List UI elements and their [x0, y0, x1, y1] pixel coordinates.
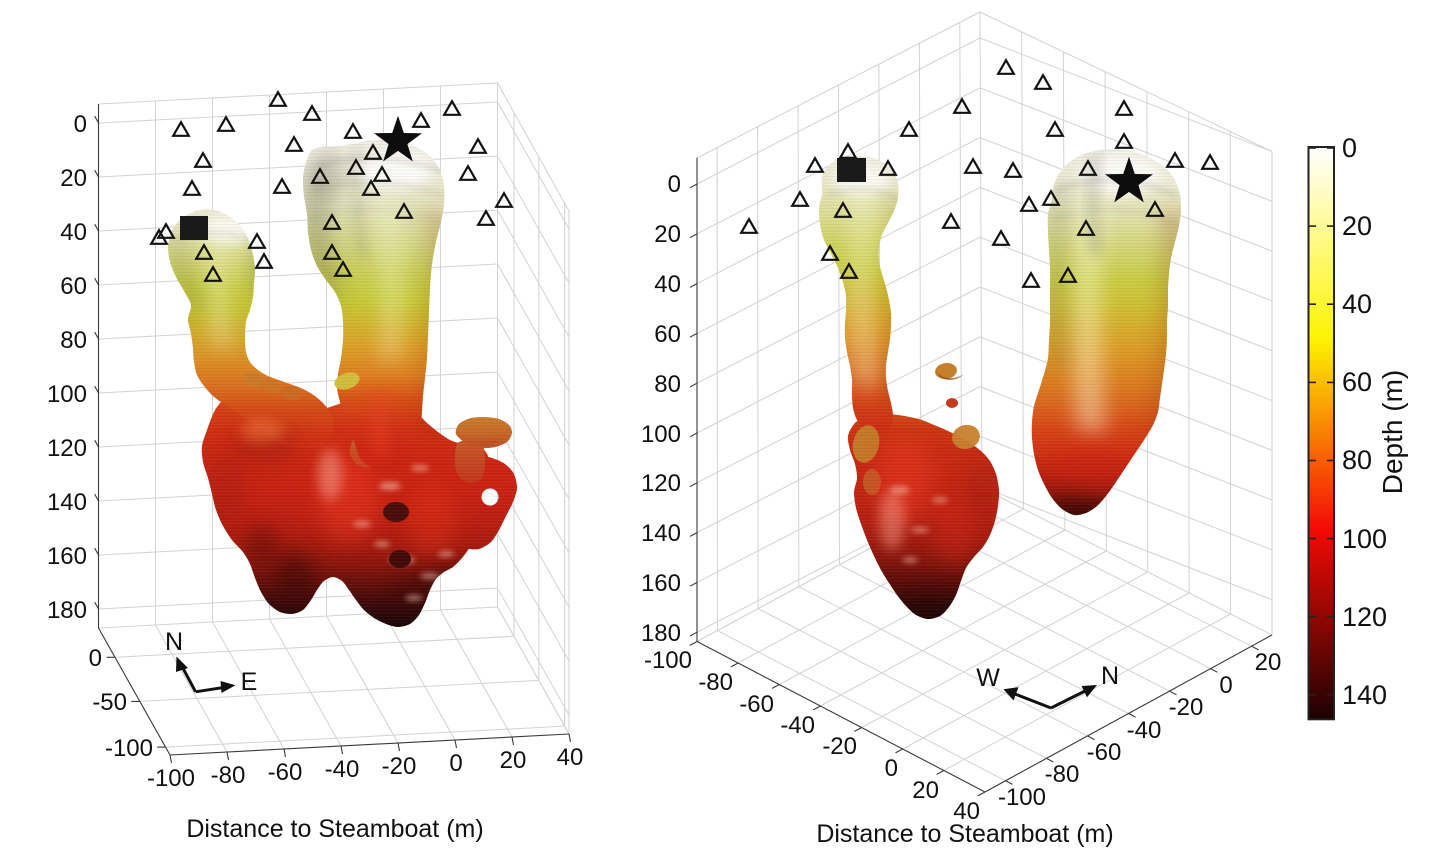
svg-text:60: 60	[60, 273, 87, 300]
svg-text:140: 140	[1342, 680, 1387, 710]
svg-text:80: 80	[654, 371, 681, 398]
svg-text:-80: -80	[1045, 761, 1080, 788]
svg-text:-100: -100	[998, 784, 1046, 811]
svg-text:40: 40	[654, 271, 681, 298]
svg-text:W: W	[976, 664, 1000, 692]
svg-text:-60: -60	[268, 759, 303, 786]
svg-text:40: 40	[953, 798, 980, 825]
svg-text:0: 0	[89, 645, 102, 672]
svg-text:140: 140	[641, 520, 681, 547]
svg-text:120: 120	[47, 435, 87, 462]
svg-text:20: 20	[1342, 211, 1372, 241]
svg-text:N: N	[1101, 662, 1119, 690]
svg-text:100: 100	[1342, 524, 1387, 554]
svg-text:-50: -50	[92, 689, 127, 716]
svg-text:40: 40	[60, 219, 87, 246]
svg-text:0: 0	[1342, 133, 1357, 163]
svg-text:Distance to Steamboat (m): Distance to Steamboat (m)	[816, 820, 1113, 848]
svg-text:20: 20	[1255, 649, 1282, 676]
svg-text:-80: -80	[211, 762, 246, 789]
svg-text:160: 160	[641, 570, 681, 597]
svg-text:80: 80	[60, 327, 87, 354]
svg-text:-60: -60	[1087, 739, 1122, 766]
svg-text:20: 20	[912, 777, 939, 804]
svg-text:120: 120	[1342, 602, 1387, 632]
svg-text:-40: -40	[780, 712, 815, 739]
svg-text:180: 180	[47, 597, 87, 624]
svg-text:-80: -80	[698, 669, 733, 696]
svg-text:80: 80	[1342, 445, 1372, 475]
svg-text:0: 0	[1219, 672, 1232, 699]
svg-text:60: 60	[654, 321, 681, 348]
svg-text:0: 0	[74, 111, 87, 138]
svg-text:-20: -20	[1169, 694, 1204, 721]
svg-text:40: 40	[557, 744, 584, 771]
svg-text:E: E	[241, 668, 258, 696]
svg-text:60: 60	[1342, 367, 1372, 397]
svg-text:N: N	[165, 628, 183, 656]
svg-text:20: 20	[500, 747, 527, 774]
svg-text:20: 20	[654, 221, 681, 248]
svg-text:0: 0	[668, 171, 681, 198]
svg-text:140: 140	[47, 489, 87, 516]
svg-text:-100: -100	[105, 735, 153, 762]
svg-text:100: 100	[641, 421, 681, 448]
svg-text:-20: -20	[382, 753, 417, 780]
svg-text:-100: -100	[644, 647, 692, 674]
svg-text:Depth (m): Depth (m)	[1377, 370, 1408, 494]
svg-text:180: 180	[641, 620, 681, 647]
svg-text:120: 120	[641, 470, 681, 497]
svg-text:-100: -100	[147, 765, 195, 792]
svg-text:100: 100	[47, 381, 87, 408]
svg-text:-20: -20	[822, 733, 857, 760]
svg-text:-40: -40	[325, 756, 360, 783]
svg-text:0: 0	[449, 750, 462, 777]
svg-text:20: 20	[60, 165, 87, 192]
svg-text:40: 40	[1342, 289, 1372, 319]
svg-text:Distance to Steamboat (m): Distance to Steamboat (m)	[186, 815, 483, 843]
svg-text:-60: -60	[739, 691, 774, 718]
svg-text:0: 0	[885, 755, 898, 782]
svg-text:-40: -40	[1127, 717, 1162, 744]
svg-text:160: 160	[47, 543, 87, 570]
